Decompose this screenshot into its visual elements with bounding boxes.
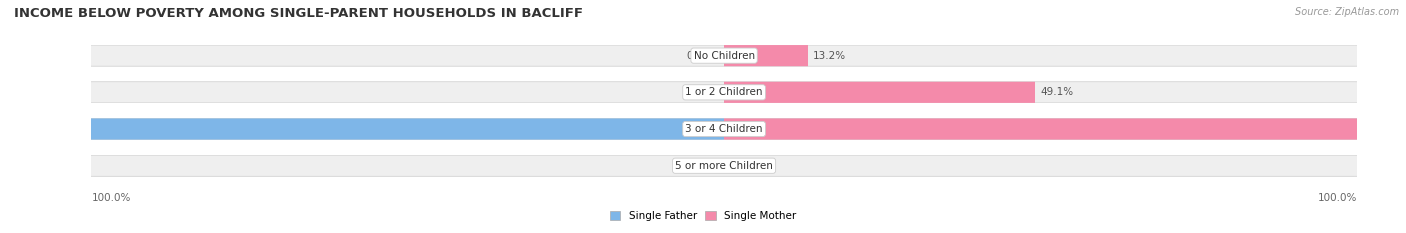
Text: 0.0%: 0.0% [686,161,713,171]
FancyBboxPatch shape [713,118,1368,140]
Text: INCOME BELOW POVERTY AMONG SINGLE-PARENT HOUSEHOLDS IN BACLIFF: INCOME BELOW POVERTY AMONG SINGLE-PARENT… [14,7,583,20]
Text: 13.2%: 13.2% [813,51,846,61]
FancyBboxPatch shape [706,45,810,66]
FancyBboxPatch shape [70,155,1378,176]
Text: 5 or more Children: 5 or more Children [675,161,773,171]
Text: 1 or 2 Children: 1 or 2 Children [685,87,763,97]
Text: 3 or 4 Children: 3 or 4 Children [685,124,763,134]
Text: No Children: No Children [693,51,755,61]
FancyBboxPatch shape [70,45,1378,66]
Text: Source: ZipAtlas.com: Source: ZipAtlas.com [1295,7,1399,17]
Legend: Single Father, Single Mother: Single Father, Single Mother [606,207,800,226]
Text: 100.0%: 100.0% [46,124,86,134]
Text: 0.0%: 0.0% [686,51,713,61]
FancyBboxPatch shape [655,82,1040,103]
Text: 49.1%: 49.1% [1040,87,1074,97]
FancyBboxPatch shape [70,118,1378,140]
Text: 100.0%: 100.0% [1362,124,1402,134]
Text: 0.0%: 0.0% [735,161,762,171]
Text: 100.0%: 100.0% [91,193,131,203]
Text: 0.0%: 0.0% [686,87,713,97]
FancyBboxPatch shape [80,118,735,140]
FancyBboxPatch shape [70,82,1378,103]
Text: 100.0%: 100.0% [1317,193,1357,203]
